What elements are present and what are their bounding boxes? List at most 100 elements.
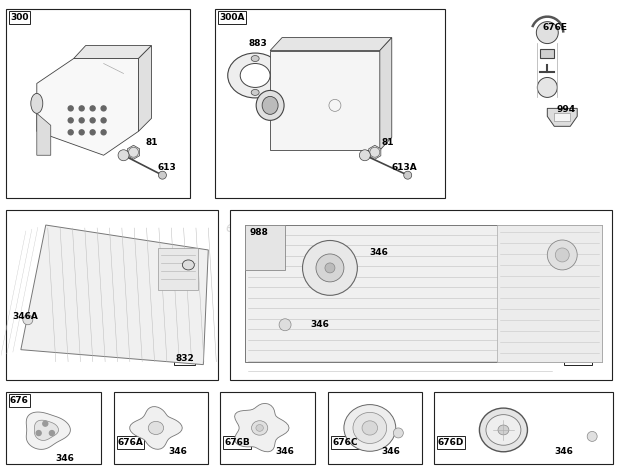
Ellipse shape bbox=[536, 22, 558, 44]
Ellipse shape bbox=[240, 64, 270, 87]
Polygon shape bbox=[270, 50, 380, 150]
Circle shape bbox=[36, 430, 41, 436]
Bar bbox=[9, 394, 30, 407]
Polygon shape bbox=[369, 145, 381, 159]
Ellipse shape bbox=[479, 408, 528, 452]
Polygon shape bbox=[540, 48, 554, 57]
Circle shape bbox=[23, 315, 33, 325]
Circle shape bbox=[279, 319, 291, 331]
Circle shape bbox=[68, 130, 73, 135]
Ellipse shape bbox=[362, 421, 378, 435]
Bar bbox=[564, 352, 592, 365]
Polygon shape bbox=[245, 225, 285, 270]
Polygon shape bbox=[234, 403, 289, 452]
Text: 346: 346 bbox=[310, 320, 329, 329]
Ellipse shape bbox=[262, 96, 278, 114]
Bar bbox=[331, 437, 359, 449]
Polygon shape bbox=[138, 46, 151, 131]
Ellipse shape bbox=[228, 53, 283, 98]
Text: 988: 988 bbox=[249, 228, 268, 237]
Circle shape bbox=[68, 106, 73, 111]
Ellipse shape bbox=[251, 89, 259, 95]
Bar bbox=[218, 10, 246, 24]
Ellipse shape bbox=[148, 421, 164, 435]
Polygon shape bbox=[37, 114, 51, 155]
Text: 81: 81 bbox=[382, 138, 394, 147]
Text: 346: 346 bbox=[56, 455, 74, 464]
Circle shape bbox=[360, 150, 370, 161]
Circle shape bbox=[90, 130, 95, 135]
Text: 346: 346 bbox=[275, 447, 294, 456]
Ellipse shape bbox=[556, 248, 569, 262]
Circle shape bbox=[393, 428, 404, 438]
Circle shape bbox=[101, 130, 106, 135]
Circle shape bbox=[587, 431, 597, 441]
Text: 613A: 613A bbox=[392, 163, 417, 172]
Ellipse shape bbox=[256, 90, 284, 120]
Text: 676D: 676D bbox=[437, 438, 464, 447]
Circle shape bbox=[101, 106, 106, 111]
Polygon shape bbox=[554, 114, 570, 121]
Ellipse shape bbox=[316, 254, 344, 282]
Circle shape bbox=[50, 430, 55, 436]
Text: 994: 994 bbox=[556, 105, 575, 114]
Ellipse shape bbox=[538, 77, 557, 97]
Text: 676C: 676C bbox=[332, 438, 358, 447]
Text: 676: 676 bbox=[10, 396, 29, 405]
Text: 346A: 346A bbox=[13, 312, 38, 321]
Ellipse shape bbox=[252, 421, 268, 435]
Text: 613: 613 bbox=[157, 163, 176, 172]
Ellipse shape bbox=[303, 240, 357, 295]
Bar bbox=[9, 10, 30, 24]
Bar bbox=[6, 9, 190, 198]
Bar bbox=[223, 437, 251, 449]
Circle shape bbox=[404, 171, 412, 179]
Bar bbox=[215, 9, 445, 198]
Bar bbox=[6, 391, 100, 465]
Polygon shape bbox=[497, 225, 602, 361]
Polygon shape bbox=[245, 225, 602, 361]
Ellipse shape bbox=[31, 94, 43, 114]
Bar bbox=[6, 210, 218, 380]
Circle shape bbox=[68, 118, 73, 123]
Polygon shape bbox=[128, 145, 140, 159]
Polygon shape bbox=[37, 58, 138, 155]
Bar bbox=[174, 352, 195, 365]
Circle shape bbox=[90, 106, 95, 111]
Circle shape bbox=[79, 106, 84, 111]
Polygon shape bbox=[270, 38, 392, 50]
Circle shape bbox=[43, 421, 48, 426]
Circle shape bbox=[79, 118, 84, 123]
Text: 832: 832 bbox=[175, 354, 194, 362]
Text: 883: 883 bbox=[248, 38, 267, 48]
Circle shape bbox=[90, 118, 95, 123]
Text: 676A: 676A bbox=[118, 438, 143, 447]
Polygon shape bbox=[26, 412, 71, 449]
Circle shape bbox=[159, 171, 166, 179]
Polygon shape bbox=[74, 46, 151, 58]
Ellipse shape bbox=[353, 412, 387, 444]
Text: eReplacementParts.com: eReplacementParts.com bbox=[225, 220, 395, 235]
Text: 346: 346 bbox=[169, 447, 187, 456]
Bar bbox=[436, 437, 464, 449]
Bar bbox=[220, 391, 315, 465]
Ellipse shape bbox=[486, 415, 521, 445]
Bar bbox=[328, 391, 422, 465]
Bar bbox=[433, 391, 613, 465]
Ellipse shape bbox=[251, 56, 259, 62]
Ellipse shape bbox=[256, 425, 264, 431]
Ellipse shape bbox=[344, 405, 396, 451]
Text: 346: 346 bbox=[554, 447, 573, 456]
Ellipse shape bbox=[182, 260, 194, 270]
Text: 346: 346 bbox=[382, 447, 401, 456]
Circle shape bbox=[101, 118, 106, 123]
Text: 676B: 676B bbox=[224, 438, 250, 447]
Polygon shape bbox=[159, 248, 198, 290]
Text: 300: 300 bbox=[10, 13, 29, 22]
Polygon shape bbox=[380, 38, 392, 150]
Text: 676E: 676E bbox=[542, 23, 567, 32]
Bar bbox=[230, 210, 612, 380]
Circle shape bbox=[79, 130, 84, 135]
Text: 300A: 300A bbox=[219, 13, 245, 22]
Bar bbox=[113, 391, 208, 465]
